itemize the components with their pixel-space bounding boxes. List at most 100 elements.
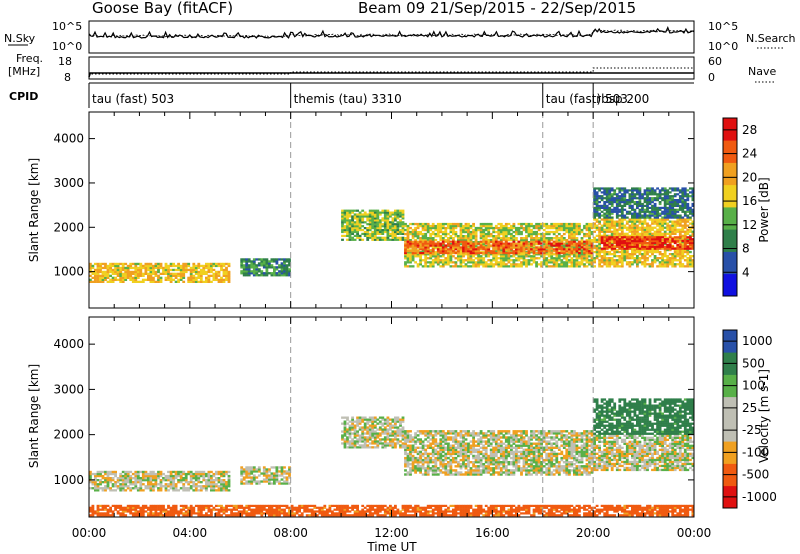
power-cell [605,250,609,254]
power-cell [530,222,533,226]
power-cell [149,276,153,279]
power-cell [114,262,117,266]
power-cell [562,222,566,226]
power-cell [429,263,433,266]
power-cell [492,228,496,232]
power-cell [585,232,589,236]
power-cell [439,242,443,245]
power-cell [268,260,271,263]
power-cell [499,261,503,264]
vel-cell [386,416,390,419]
power-cell [590,248,594,251]
power-cell [469,252,473,255]
vel-cell [199,481,203,484]
vel-cell [383,430,387,433]
power-cell [673,240,677,243]
power-cell [565,247,569,250]
power-cell [678,208,682,211]
vel-cell [356,446,359,449]
power-cell [535,235,538,238]
power-cell [467,257,470,260]
power-cell [641,216,644,219]
power-cell [444,252,448,255]
freq-left-tick-high: 18 [58,55,72,68]
power-cell [603,189,607,192]
power-cell [580,237,584,240]
vel-cell [159,487,163,490]
vel-cell [242,470,246,473]
power-cell [585,250,589,253]
power-cell [658,232,662,235]
power-cell [139,274,143,277]
power-cell [421,239,425,242]
vel-cell [366,444,370,447]
power-cell [648,197,652,200]
power-cell [658,228,662,231]
power-cell [598,204,601,207]
power-cell [270,264,274,267]
power-cell [494,244,498,247]
power-cell [444,240,448,243]
vel-cell [280,474,284,477]
power-cell [268,262,271,265]
power-cell [278,258,281,261]
power-cell [676,187,680,190]
power-cell [389,234,392,237]
power-cell [353,215,357,218]
power-cell [429,265,433,268]
power-cell [283,274,286,277]
power-cell [459,253,463,256]
power-cell [467,252,470,255]
vel-cell [378,428,382,431]
power-cell [590,242,594,245]
power-cell [389,223,392,226]
power-cell [169,272,173,275]
power-cell [653,230,657,233]
power-cell [542,240,546,243]
freq-right-tick-high: 60 [708,55,722,68]
power-cell [648,230,652,233]
power-cell [555,226,559,230]
power-cell [608,218,612,221]
power-cell [464,250,468,253]
power-cell [631,257,634,260]
power-cell [283,270,286,273]
power-cell [580,239,584,242]
power-cell [510,265,513,268]
vel-cell [371,442,375,445]
power-cell [144,268,148,272]
vel-cell [134,487,138,490]
power-cell [363,213,367,216]
power-cell [434,224,438,228]
power-cell [605,236,609,239]
vel-cell [94,487,97,490]
vel-cell [358,428,362,431]
power-cell [646,250,649,254]
vel-cell [99,483,102,486]
power-cell [431,222,435,226]
power-cell [545,237,549,240]
power-cell [419,237,422,240]
power-cell [215,274,218,277]
power-cell [522,239,526,242]
power-cell [356,221,359,224]
vel-cell [378,426,382,429]
power-cell [179,274,183,277]
power-cell [247,268,251,271]
cpid-panel: CPID tau (fast) 503 themis (tau) 3310 tau … [9,82,694,108]
power-cell [525,222,528,226]
power-cell [565,257,569,260]
power-cell [474,257,478,260]
power-cell [603,257,607,260]
vel-cell [343,428,347,431]
power-cell [658,224,662,227]
vel-cell [121,483,125,486]
power-cell [673,224,677,227]
power-cell [608,259,612,262]
power-cell [545,230,549,234]
power-cell [257,274,261,277]
power-cell [512,230,516,234]
power-cell [441,255,445,258]
power-cell [603,255,607,258]
power-cell [648,216,652,219]
